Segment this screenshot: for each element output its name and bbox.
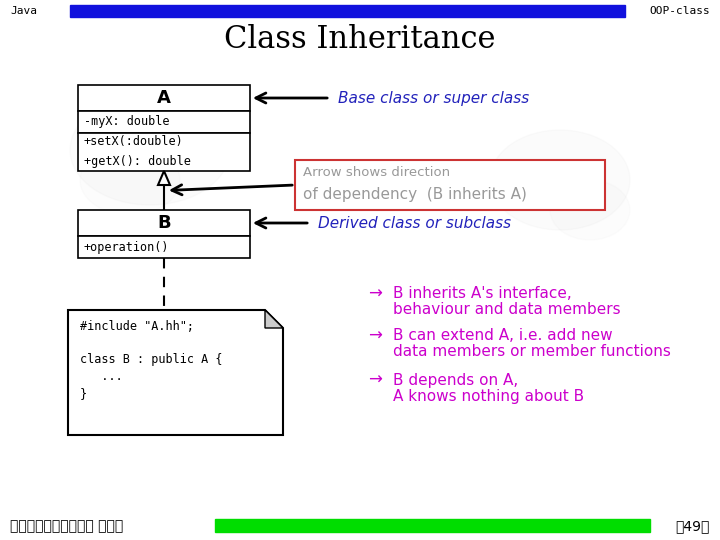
Bar: [70, 5, 625, 17]
Text: B depends on A,: B depends on A,: [393, 373, 518, 388]
Text: }: }: [80, 388, 87, 401]
Text: +operation(): +operation(): [84, 240, 169, 253]
Text: -myX: double: -myX: double: [84, 116, 169, 129]
Text: →: →: [368, 371, 382, 389]
Ellipse shape: [80, 145, 180, 215]
Bar: [215, 519, 650, 532]
Text: →: →: [368, 285, 382, 303]
Text: B inherits A's interface,: B inherits A's interface,: [393, 287, 572, 301]
Text: →: →: [368, 327, 382, 345]
Text: Java: Java: [10, 6, 37, 16]
Text: data members or member functions: data members or member functions: [393, 345, 671, 360]
Ellipse shape: [70, 95, 230, 205]
Text: behaviour and data members: behaviour and data members: [393, 302, 621, 318]
Text: Base class or super class: Base class or super class: [338, 91, 529, 105]
Text: A knows nothing about B: A knows nothing about B: [393, 388, 584, 403]
Bar: [78, 236, 250, 258]
Text: B: B: [157, 214, 171, 232]
Bar: [78, 210, 250, 236]
Text: 第49頁: 第49頁: [675, 519, 710, 533]
Text: OOP-class: OOP-class: [649, 6, 710, 16]
Text: 交通大學資訊工程學系 蔡文能: 交通大學資訊工程學系 蔡文能: [10, 519, 123, 533]
Text: Derived class or subclass: Derived class or subclass: [318, 215, 511, 231]
Text: class B : public A {: class B : public A {: [80, 354, 222, 367]
Polygon shape: [265, 310, 283, 328]
Bar: [78, 111, 250, 133]
Text: A: A: [157, 89, 171, 107]
Text: #include "A.hh";: #include "A.hh";: [80, 320, 194, 333]
Text: ...: ...: [80, 370, 122, 383]
Text: Class Inheritance: Class Inheritance: [224, 24, 496, 56]
Text: Arrow shows direction: Arrow shows direction: [303, 166, 450, 179]
Text: B can extend A, i.e. add new: B can extend A, i.e. add new: [393, 328, 613, 343]
Text: of dependency  (B inherits A): of dependency (B inherits A): [303, 187, 527, 202]
Ellipse shape: [550, 180, 630, 240]
Text: +setX(:double)
+getX(): double: +setX(:double) +getX(): double: [84, 136, 191, 168]
Polygon shape: [158, 171, 170, 185]
Polygon shape: [68, 310, 283, 435]
Bar: [78, 133, 250, 171]
Bar: [295, 160, 605, 210]
Ellipse shape: [490, 130, 630, 230]
Bar: [78, 85, 250, 111]
